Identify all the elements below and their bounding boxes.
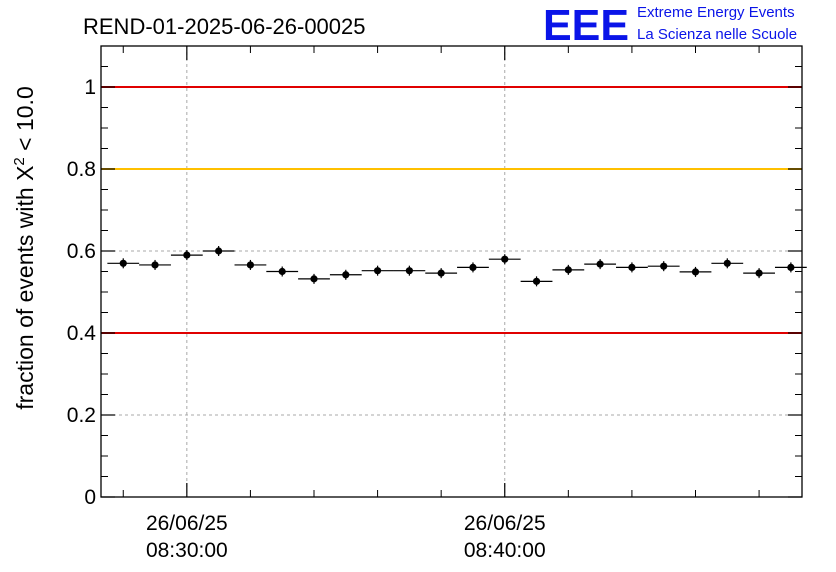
- x-tick-time-label: 08:40:00: [464, 539, 546, 562]
- y-axis-label-sup: 2: [11, 157, 28, 165]
- y-axis-label-prefix: fraction of events with: [12, 181, 38, 410]
- data-point: [679, 266, 712, 277]
- data-point: [488, 254, 521, 265]
- x-tick-date-label: 26/06/25: [464, 512, 546, 535]
- y-axis-label-suffix: < 10.0: [12, 86, 38, 157]
- data-point: [234, 259, 267, 270]
- x-tick-time-label: 08:30:00: [146, 539, 228, 562]
- chart-title: REND-01-2025-06-26-00025: [83, 14, 366, 39]
- data-point-marker: [723, 259, 731, 267]
- data-point: [584, 259, 617, 270]
- y-axis-label: fraction of events with X2 < 10.0: [11, 86, 38, 410]
- y-tick-label: 0.2: [67, 404, 96, 427]
- data-point-marker: [342, 271, 350, 279]
- data-point: [743, 268, 775, 279]
- data-point-marker: [373, 267, 382, 275]
- data-series: [107, 246, 807, 287]
- reference-lines: [101, 86, 802, 334]
- data-point-marker: [628, 263, 636, 271]
- data-point: [139, 259, 171, 270]
- y-tick-label: 1: [84, 76, 96, 99]
- data-point: [520, 276, 553, 287]
- data-point: [170, 250, 203, 261]
- data-point-marker: [437, 269, 445, 277]
- y-tick-label: 0.6: [67, 240, 96, 263]
- data-point: [552, 264, 585, 275]
- data-point-marker: [183, 251, 191, 259]
- data-point: [393, 265, 426, 276]
- data-point: [711, 258, 744, 269]
- x-tick-date-label: 26/06/25: [146, 512, 228, 535]
- data-point-marker: [787, 263, 795, 271]
- data-point: [647, 261, 680, 272]
- data-point-marker: [755, 269, 763, 277]
- data-point: [457, 262, 489, 273]
- logo-mark: EEE: [543, 1, 629, 50]
- data-point: [361, 265, 394, 276]
- data-point-marker: [501, 255, 509, 263]
- data-point: [616, 262, 648, 273]
- y-axis-label-chi: X: [12, 166, 38, 181]
- data-point-marker: [564, 266, 572, 274]
- plot-frame: [100, 45, 803, 498]
- data-point: [107, 258, 140, 269]
- data-point: [425, 268, 458, 279]
- data-point-marker: [660, 262, 668, 270]
- data-point-marker: [215, 247, 223, 255]
- data-point-marker: [532, 277, 541, 285]
- y-tick-label: 0: [84, 486, 96, 509]
- data-point: [202, 246, 235, 256]
- axes: 0 0.2 0.4 0.6 0.8 1 26/06/25 08:30:00 26/06/25 08…: [67, 46, 802, 562]
- data-point-marker: [246, 261, 255, 269]
- y-tick-label: 0.4: [67, 322, 97, 345]
- y-tick-label: 0.8: [67, 158, 96, 181]
- data-point-marker: [691, 268, 700, 276]
- data-point: [329, 269, 362, 280]
- logo-line-1: Extreme Energy Events: [637, 4, 795, 21]
- eee-logo: EEE Extreme Energy Events La Scienza nel…: [543, 1, 797, 50]
- data-point-marker: [596, 260, 604, 268]
- logo-line-2: La Scienza nelle Scuole: [637, 26, 797, 43]
- data-point-marker: [278, 267, 286, 276]
- data-point-marker: [151, 261, 159, 269]
- data-point-marker: [310, 275, 318, 283]
- data-point-marker: [469, 263, 477, 271]
- data-point-marker: [119, 259, 127, 267]
- data-point: [266, 266, 299, 277]
- data-point: [298, 273, 330, 284]
- data-point-marker: [405, 267, 413, 275]
